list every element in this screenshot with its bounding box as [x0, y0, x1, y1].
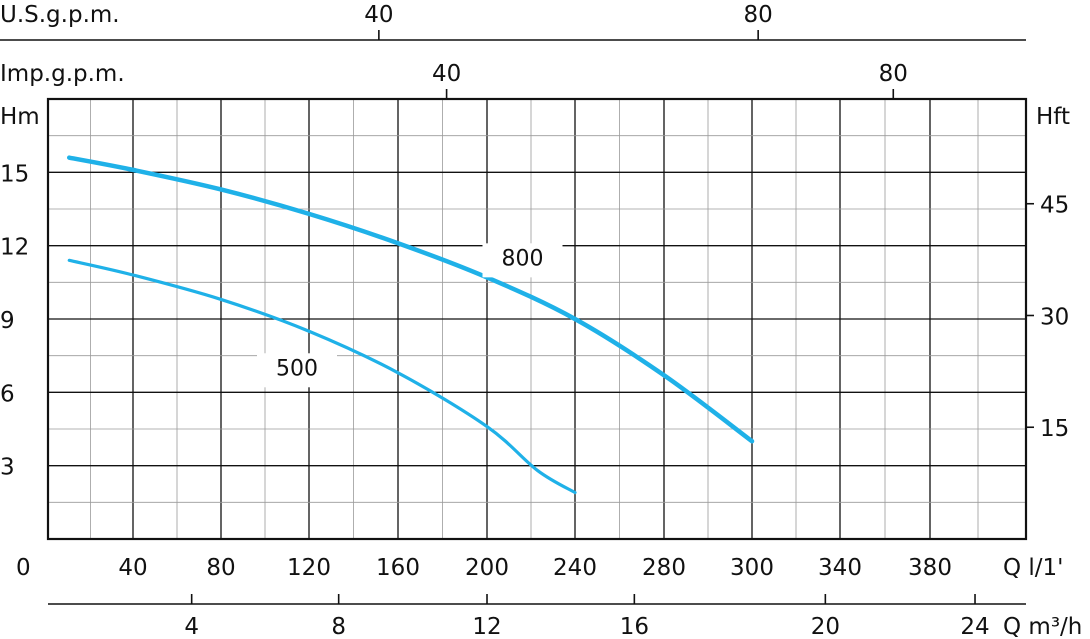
left-tick-label: 9 — [0, 308, 15, 334]
m3h-tick-label: 4 — [184, 614, 199, 639]
curve-labels: 800 500 — [257, 243, 563, 388]
usgpm-tick-label: 80 — [744, 2, 773, 28]
bottom-tick-label: 300 — [730, 555, 774, 581]
bottom-tick-label: 380 — [908, 555, 952, 581]
m3h-ticks: 4 8 12 16 20 24 — [184, 594, 990, 639]
m3h-tick-label: 12 — [472, 614, 501, 639]
m3h-tick-label: 8 — [331, 614, 346, 639]
origin-label: 0 — [16, 555, 31, 581]
plot-frame — [46, 97, 1028, 541]
left-tick-label: 6 — [0, 381, 15, 407]
right-tick-label: 15 — [1040, 416, 1069, 442]
left-tick-label: 12 — [0, 235, 29, 261]
bottom-tick-label: 280 — [642, 555, 686, 581]
impgpm-tick-label: 80 — [879, 61, 908, 87]
bottom-tick-label: 160 — [376, 555, 420, 581]
impgpm-tick-label: 40 — [432, 61, 461, 87]
curves — [67, 155, 755, 495]
usgpm-axis-label: U.S.g.p.m. — [0, 2, 120, 28]
m3h-axis-label: Q m³/h — [1003, 614, 1082, 639]
left-ticks: 3 6 9 12 15 — [0, 161, 29, 480]
curve-label-bg — [482, 243, 563, 278]
grid — [48, 99, 1026, 539]
bottom-tick-label: 240 — [553, 555, 597, 581]
bottom-tick-label: 40 — [118, 555, 147, 581]
bottom-tick-label: 120 — [287, 555, 331, 581]
bottom-tick-label: 340 — [818, 555, 862, 581]
left-tick-label: 15 — [0, 161, 29, 187]
curve-label-500: 500 — [276, 356, 318, 381]
usgpm-ticks: 40 80 — [364, 2, 773, 40]
curve-500 — [67, 258, 577, 495]
left-tick-label: 3 — [0, 455, 15, 481]
bottom-tick-label: 80 — [206, 555, 235, 581]
right-tick-label: 45 — [1040, 193, 1069, 219]
curve-label-800: 800 — [502, 246, 544, 271]
bottom-ticks: 40 80 120 160 200 240 280 300 340 380 — [118, 555, 952, 581]
m3h-tick-label: 16 — [620, 614, 649, 639]
curve-label-bg — [257, 353, 337, 388]
m3h-tick-label: 20 — [811, 614, 840, 639]
curve-800 — [67, 155, 755, 444]
impgpm-ticks: 40 80 — [432, 61, 908, 99]
bottom-axis-label: Q l/1' — [1003, 555, 1064, 581]
usgpm-tick-label: 40 — [364, 2, 393, 28]
impgpm-axis-label: Imp.g.p.m. — [0, 61, 125, 87]
right-tick-label: 30 — [1040, 304, 1069, 330]
left-axis-label: Hm — [0, 104, 40, 130]
right-axis-label: Hft — [1036, 104, 1070, 130]
right-ticks: 15 30 45 — [1026, 193, 1069, 442]
bottom-tick-label: 200 — [465, 555, 509, 581]
m3h-tick-label: 24 — [960, 614, 989, 639]
